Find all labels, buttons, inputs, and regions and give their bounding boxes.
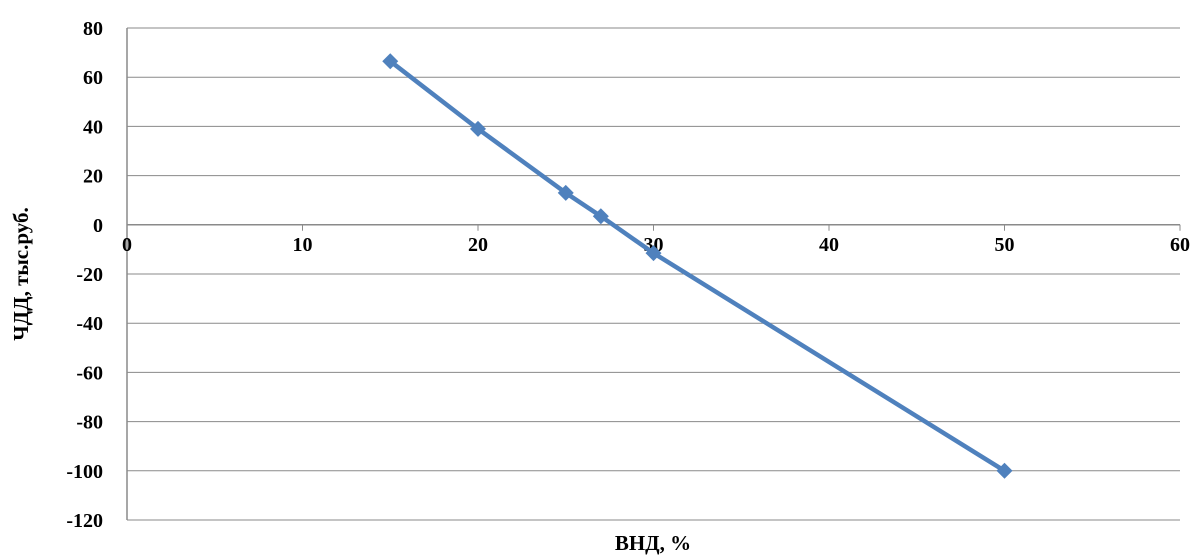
- y-tick-label-4: 0: [93, 215, 103, 237]
- series-layer: [382, 53, 1013, 479]
- y-tick-label-10: -120: [66, 510, 103, 532]
- y-tick-label-6: -40: [76, 313, 103, 335]
- data-point-0-2: [557, 184, 574, 201]
- gridlines: [127, 27, 1180, 521]
- y-axis-title: ЧДД, тыс.руб.: [9, 207, 33, 340]
- y-tick-label-2: 40: [83, 116, 103, 138]
- data-point-0-1: [470, 120, 486, 137]
- x-tick-label-2: 20: [468, 234, 488, 256]
- y-tick-label-5: -20: [76, 264, 103, 286]
- y-tick-labels: 80 60 40 20 0 -20 -40 -60 -80 -100 -120: [66, 18, 103, 532]
- y-tick-label-3: 20: [83, 166, 103, 188]
- y-tick-label-0: 80: [83, 18, 103, 40]
- y-tick-label-7: -60: [76, 362, 103, 384]
- x-tick-label-1: 10: [293, 234, 313, 256]
- y-tick-label-1: 60: [83, 67, 103, 89]
- y-tick-label-8: -80: [76, 412, 103, 434]
- data-point-0-5: [996, 462, 1013, 479]
- x-tick-label-0: 0: [122, 234, 132, 256]
- x-tick-label-4: 40: [819, 234, 839, 256]
- x-tick-label-6: 60: [1170, 234, 1190, 256]
- data-point-0-4: [645, 245, 662, 262]
- series-line-0: [388, 58, 1007, 474]
- x-axis-title: ВНД, %: [615, 531, 691, 555]
- data-point-0-3: [592, 208, 609, 225]
- data-point-0-0: [382, 53, 399, 70]
- x-tick-label-5: 50: [995, 234, 1015, 256]
- y-tick-label-9: -100: [66, 461, 103, 483]
